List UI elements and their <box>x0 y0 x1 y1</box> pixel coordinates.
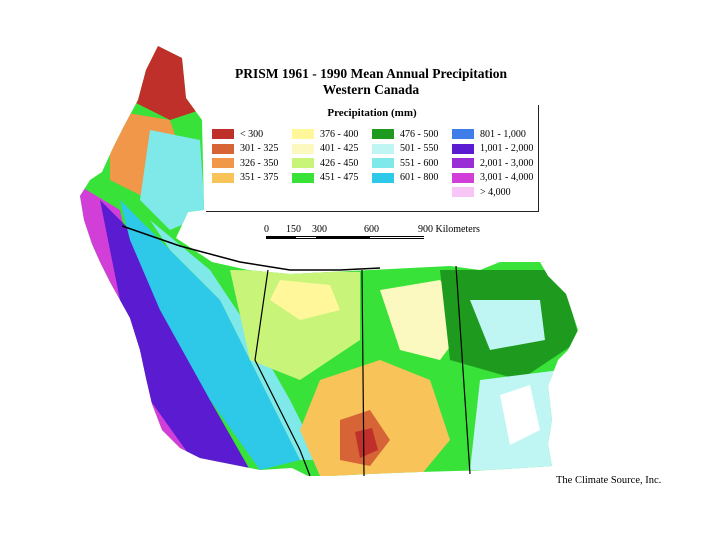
legend-label: 801 - 1,000 <box>480 128 526 140</box>
legend-item: 551 - 600 <box>372 156 452 171</box>
legend-item: 426 - 450 <box>292 156 372 171</box>
legend-swatch <box>292 129 314 140</box>
scale-bar: 0 150 300 600 900 Kilometers <box>264 224 504 244</box>
scale-tick-label: 600 <box>364 224 379 235</box>
legend-swatch <box>212 172 234 183</box>
legend-swatch <box>452 187 474 198</box>
legend-label: < 300 <box>240 128 264 140</box>
legend-swatch <box>292 172 314 183</box>
legend-label: 476 - 500 <box>400 128 439 140</box>
scale-tick-label: 0 <box>264 224 269 235</box>
credit-text: The Climate Source, Inc. <box>556 475 662 486</box>
scale-segment <box>266 236 296 239</box>
legend-label: 1,001 - 2,000 <box>480 143 534 155</box>
legend-item: 1,001 - 2,000 <box>452 142 542 157</box>
legend-item: 3,001 - 4,000 <box>452 171 542 186</box>
legend-swatch <box>452 172 474 183</box>
legend-item: 601 - 800 <box>372 171 452 186</box>
scale-segment <box>316 236 370 239</box>
legend-item: < 300 <box>212 127 292 142</box>
legend-label: 2,001 - 3,000 <box>480 157 534 169</box>
legend-swatch <box>292 158 314 169</box>
scale-tick-label: 300 <box>312 224 327 235</box>
legend-item: 451 - 475 <box>292 171 372 186</box>
legend-item: 476 - 500 <box>372 127 452 142</box>
legend-item: 326 - 350 <box>212 156 292 171</box>
legend-swatch <box>452 129 474 140</box>
legend-item <box>292 185 372 200</box>
legend-label: 326 - 350 <box>240 157 279 169</box>
legend-swatch <box>212 143 234 154</box>
legend-swatch <box>452 158 474 169</box>
legend-label: 601 - 800 <box>400 172 439 184</box>
scale-segment <box>370 236 424 239</box>
legend-label: 3,001 - 4,000 <box>480 172 534 184</box>
legend-swatch <box>372 143 394 154</box>
legend-grid: < 300 376 - 400 476 - 500 801 - 1,000 301 - … <box>212 127 542 200</box>
map-title-line2: Western Canada <box>322 82 420 97</box>
legend-swatch <box>212 129 234 140</box>
legend-item <box>372 185 452 200</box>
scale-segment <box>296 236 316 239</box>
legend-label: 426 - 450 <box>320 157 359 169</box>
legend-swatch <box>372 172 394 183</box>
legend-item: 801 - 1,000 <box>452 127 542 142</box>
legend-title: Precipitation (mm) <box>327 107 417 119</box>
legend-item: 351 - 375 <box>212 171 292 186</box>
scale-tick-label: 900 Kilometers <box>418 224 480 235</box>
legend-item: 501 - 550 <box>372 142 452 157</box>
legend-label: 451 - 475 <box>320 172 359 184</box>
legend-item: 2,001 - 3,000 <box>452 156 542 171</box>
legend-item: > 4,000 <box>452 185 542 200</box>
map-title: PRISM 1961 - 1990 Mean Annual Precipitat… <box>206 66 536 98</box>
legend-label: > 4,000 <box>480 186 511 198</box>
legend-label: 401 - 425 <box>320 143 359 155</box>
legend-label: 551 - 600 <box>400 157 439 169</box>
legend-item <box>212 185 292 200</box>
scale-tick-label: 150 <box>286 224 301 235</box>
legend-item: 401 - 425 <box>292 142 372 157</box>
legend-swatch <box>372 129 394 140</box>
legend-swatch <box>212 158 234 169</box>
legend-swatch <box>452 143 474 154</box>
legend-label: 376 - 400 <box>320 128 359 140</box>
legend-swatch <box>292 143 314 154</box>
legend: Precipitation (mm) < 300 376 - 400 476 - 5… <box>206 105 539 212</box>
legend-item: 376 - 400 <box>292 127 372 142</box>
legend-label: 351 - 375 <box>240 172 279 184</box>
legend-item: 301 - 325 <box>212 142 292 157</box>
legend-label: 501 - 550 <box>400 143 439 155</box>
map-title-line1: PRISM 1961 - 1990 Mean Annual Precipitat… <box>234 66 507 81</box>
legend-swatch <box>372 158 394 169</box>
legend-label: 301 - 325 <box>240 143 279 155</box>
